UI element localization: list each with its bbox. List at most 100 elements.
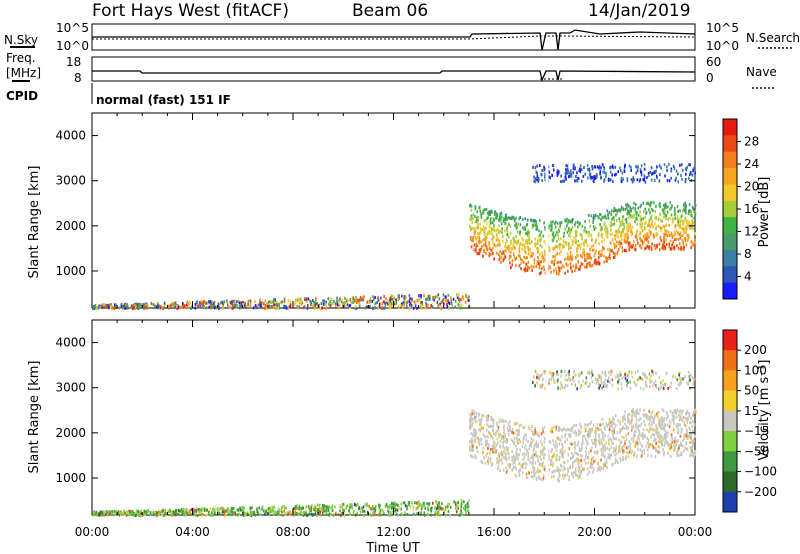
echo-cell bbox=[396, 295, 399, 299]
echo-cell bbox=[607, 455, 609, 459]
echo-cell bbox=[583, 244, 585, 248]
echo-cell bbox=[287, 299, 290, 303]
echo-cell bbox=[681, 163, 683, 167]
echo-cell bbox=[560, 369, 563, 373]
echo-cell bbox=[641, 445, 644, 448]
echo-cell bbox=[678, 223, 681, 227]
echo-cell bbox=[663, 444, 666, 448]
echo-cell bbox=[684, 433, 687, 437]
echo-cell bbox=[195, 509, 198, 513]
echo-cell bbox=[505, 458, 508, 461]
echo-cell bbox=[663, 428, 666, 432]
echo-cell bbox=[530, 444, 533, 448]
echo-cell bbox=[538, 377, 540, 381]
echo-cell bbox=[425, 301, 427, 305]
echo-cell bbox=[505, 242, 507, 246]
echo-cell bbox=[687, 375, 690, 379]
echo-cell bbox=[464, 508, 467, 512]
echo-cell bbox=[483, 225, 485, 229]
echo-cell bbox=[564, 257, 566, 261]
echo-cell bbox=[693, 243, 696, 247]
echo-cell bbox=[543, 467, 546, 471]
echo-cell bbox=[659, 423, 661, 427]
echo-cell bbox=[658, 179, 661, 183]
echo-cell bbox=[626, 233, 629, 237]
echo-cell bbox=[256, 511, 259, 515]
echo-cell bbox=[643, 451, 646, 455]
echo-cell bbox=[470, 245, 473, 249]
echo-cell bbox=[480, 215, 483, 219]
echo-cell bbox=[587, 456, 589, 460]
echo-cell bbox=[376, 301, 378, 304]
echo-cell bbox=[424, 307, 427, 310]
echo-cell bbox=[677, 439, 679, 442]
echo-cell bbox=[670, 455, 672, 458]
echo-cell bbox=[687, 224, 690, 228]
echo-cell bbox=[599, 176, 602, 180]
echo-cell bbox=[341, 300, 343, 304]
echo-cell bbox=[368, 306, 371, 309]
echo-cell bbox=[684, 446, 686, 450]
echo-cell bbox=[389, 298, 391, 302]
echo-cell bbox=[544, 386, 546, 390]
echo-cell bbox=[580, 425, 583, 429]
echo-cell bbox=[608, 426, 611, 430]
echo-cell bbox=[211, 303, 213, 307]
echo-cell bbox=[543, 249, 546, 253]
echo-cell bbox=[606, 229, 609, 233]
echo-cell bbox=[480, 460, 483, 464]
echo-cell bbox=[495, 430, 498, 433]
echo-cell bbox=[547, 234, 550, 238]
echo-cell bbox=[581, 262, 584, 266]
echo-cell bbox=[532, 380, 534, 384]
echo-cell bbox=[692, 169, 694, 173]
echo-cell bbox=[313, 300, 315, 304]
echo-cell bbox=[670, 231, 673, 235]
echo-cell bbox=[533, 467, 536, 471]
colorbar-tick-label: 4 bbox=[744, 270, 752, 284]
echo-cell bbox=[628, 211, 631, 215]
echo-cell bbox=[524, 266, 527, 270]
echo-cell bbox=[520, 423, 522, 427]
echo-cell bbox=[640, 246, 643, 250]
echo-cell bbox=[669, 409, 672, 413]
echo-cell bbox=[601, 216, 604, 220]
echo-cell bbox=[574, 472, 577, 476]
echo-cell bbox=[524, 256, 527, 260]
echo-cell bbox=[346, 298, 349, 301]
echo-cell bbox=[625, 217, 627, 221]
echo-cell bbox=[625, 427, 628, 430]
echo-cell bbox=[227, 301, 229, 305]
echo-cell bbox=[265, 509, 268, 513]
echo-cell bbox=[537, 180, 540, 183]
echo-cell bbox=[330, 302, 333, 306]
echo-cell bbox=[119, 511, 121, 515]
echo-cell bbox=[413, 300, 416, 304]
echo-cell bbox=[107, 510, 110, 514]
echo-cell bbox=[533, 443, 536, 446]
echo-cell bbox=[621, 415, 624, 419]
echo-cell bbox=[203, 305, 205, 308]
echo-cell bbox=[349, 303, 352, 307]
echo-cell bbox=[626, 206, 628, 210]
echo-cell bbox=[626, 230, 629, 234]
echo-cell bbox=[515, 216, 517, 220]
echo-cell bbox=[392, 505, 394, 509]
echo-cell bbox=[579, 474, 581, 477]
echo-cell bbox=[533, 175, 535, 179]
echo-cell bbox=[576, 171, 578, 175]
echo-cell bbox=[654, 222, 656, 226]
echo-cell bbox=[372, 295, 374, 299]
echo-cell bbox=[344, 296, 346, 300]
echo-cell bbox=[572, 465, 574, 469]
echo-cell bbox=[615, 240, 618, 244]
echo-cell bbox=[382, 510, 385, 514]
echo-cell bbox=[442, 507, 444, 511]
echo-cell bbox=[210, 302, 212, 306]
echo-cell bbox=[314, 506, 316, 510]
echo-cell bbox=[579, 448, 581, 452]
echo-cell bbox=[124, 303, 126, 307]
echo-cell bbox=[487, 232, 490, 236]
echo-cell bbox=[182, 302, 184, 306]
echo-cell bbox=[680, 174, 682, 177]
